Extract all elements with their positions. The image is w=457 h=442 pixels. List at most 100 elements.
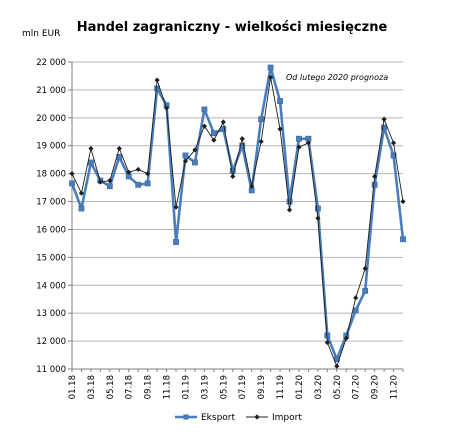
point-eksport — [381, 124, 387, 131]
x-tick-label: 09.20 — [371, 375, 381, 399]
point-import — [362, 265, 368, 272]
x-tick-label: 11.18 — [163, 375, 173, 399]
point-import — [277, 126, 283, 132]
x-tick-label: 01.19 — [181, 375, 191, 399]
point-import — [268, 74, 274, 80]
point-import — [154, 77, 160, 83]
point-eksport — [69, 180, 75, 187]
point-eksport — [144, 180, 151, 187]
point-import — [192, 147, 198, 153]
y-tick-label: 13 000 — [36, 309, 66, 319]
y-tick-label: 21 000 — [36, 86, 66, 96]
x-tick-labels: 01.18 03.18 05.18 07.18 09.18 11.18 01.19 03.19… — [68, 375, 400, 399]
point-import — [249, 183, 255, 189]
y-tick-label: 14 000 — [36, 281, 66, 291]
y-tick-label: 20 000 — [36, 114, 66, 124]
point-eksport — [78, 205, 85, 212]
y-tick-label: 19 000 — [36, 142, 66, 152]
point-import — [230, 173, 236, 180]
point-import — [400, 198, 406, 205]
point-eksport — [182, 152, 189, 159]
point-eksport — [192, 159, 198, 166]
point-eksport — [390, 152, 397, 159]
x-tick-label: 09.18 — [144, 375, 154, 399]
point-eksport — [286, 198, 293, 205]
point-import — [258, 138, 264, 145]
legend-label-import: Import — [272, 413, 302, 423]
legend-item-eksport: Eksport — [175, 413, 236, 423]
point-import — [69, 171, 75, 177]
y-tick-label: 16 000 — [36, 225, 66, 235]
y-axis-label: mln EUR — [22, 29, 60, 39]
point-eksport — [201, 106, 208, 113]
series-eksport — [69, 64, 406, 363]
chart-title: Handel zagraniczny - wielkości miesięczn… — [77, 20, 388, 35]
legend-swatch-marker-import — [254, 414, 260, 420]
series-line-import — [71, 76, 404, 367]
point-import — [381, 116, 387, 122]
y-tick-label: 12 000 — [36, 337, 66, 347]
legend-label-eksport: Eksport — [201, 413, 236, 423]
series-import — [69, 74, 406, 369]
y-tick-label: 18 000 — [36, 170, 66, 180]
point-import — [211, 137, 217, 143]
point-eksport — [173, 239, 179, 245]
point-eksport — [239, 142, 246, 149]
point-import — [97, 179, 103, 185]
point-import — [182, 158, 189, 164]
point-import — [390, 140, 397, 146]
point-import — [145, 171, 151, 177]
point-import — [239, 136, 245, 142]
point-import — [353, 295, 359, 301]
x-tick-label: 03.18 — [87, 375, 97, 399]
point-import — [334, 363, 340, 369]
point-eksport — [277, 98, 283, 104]
point-eksport — [400, 236, 406, 243]
point-eksport — [296, 135, 302, 142]
point-eksport — [229, 167, 236, 174]
y-tick-label: 15 000 — [36, 253, 66, 263]
point-import — [305, 140, 312, 146]
axis-layer — [68, 61, 404, 372]
x-tick-label: 05.18 — [106, 375, 116, 399]
x-tick-label: 05.20 — [333, 375, 343, 399]
point-import — [126, 169, 132, 175]
point-import — [296, 144, 302, 150]
x-tick-label: 07.20 — [352, 375, 362, 399]
y-tick-labels: 11 000 12 000 13 000 14 000 15 000 16 000 17 0… — [36, 58, 66, 375]
x-tick-label: 09.19 — [257, 375, 267, 399]
point-import — [135, 166, 141, 173]
point-eksport — [106, 183, 113, 190]
point-eksport — [352, 307, 359, 314]
grid-layer — [72, 61, 403, 370]
point-eksport — [258, 116, 265, 123]
legend-item-import: Import — [246, 413, 302, 423]
x-tick-label: 11.19 — [276, 375, 286, 399]
point-eksport — [210, 130, 217, 137]
x-tick-label: 05.19 — [219, 375, 229, 399]
point-eksport — [135, 181, 142, 188]
x-tick-label: 07.19 — [238, 375, 248, 399]
x-tick-label: 11.20 — [390, 375, 400, 399]
point-eksport — [88, 159, 94, 166]
x-tick-label: 01.18 — [68, 375, 78, 399]
x-tick-label: 07.18 — [125, 375, 135, 399]
point-eksport — [267, 64, 274, 71]
point-eksport — [362, 287, 369, 294]
x-tick-label: 01.20 — [295, 375, 305, 399]
x-tick-label: 03.20 — [314, 375, 324, 399]
point-import — [78, 190, 85, 196]
point-import — [173, 204, 179, 210]
point-import — [163, 105, 170, 111]
forecast-note: Od lutego 2020 prognoza — [286, 73, 388, 82]
point-eksport — [314, 205, 321, 212]
point-import — [107, 178, 113, 184]
point-import — [286, 207, 293, 213]
point-eksport — [371, 181, 378, 188]
point-import — [116, 145, 122, 152]
point-import — [343, 335, 349, 341]
series-layer — [69, 64, 406, 369]
point-import — [324, 339, 330, 346]
